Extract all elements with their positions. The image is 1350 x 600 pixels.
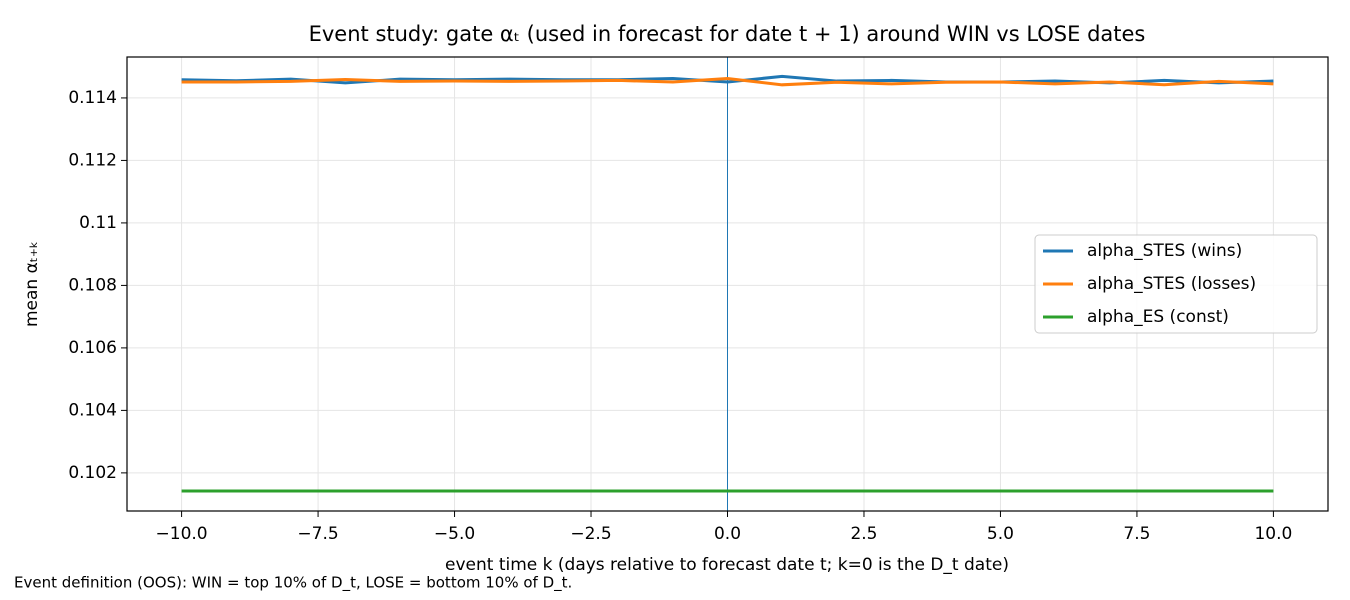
x-axis-label: event time k (days relative to forecast …	[445, 555, 1009, 575]
x-tick-label: 10.0	[1254, 524, 1292, 544]
y-tick-label: 0.112	[68, 150, 117, 170]
x-tick-label: 0.0	[714, 524, 741, 544]
y-tick-label: 0.104	[68, 400, 117, 420]
footnote: Event definition (OOS): WIN = top 10% of…	[14, 574, 572, 593]
legend: alpha_STES (wins) alpha_STES (losses) alph…	[1034, 234, 1318, 334]
y-tick-label: 0.106	[68, 338, 117, 358]
x-tick-label: −5.0	[434, 524, 475, 544]
chart-title: Event study: gate αₜ (used in forecast f…	[309, 22, 1146, 46]
y-tick-label: 0.102	[68, 463, 117, 483]
y-tick-label: 0.114	[68, 88, 117, 108]
x-tick-label: 2.5	[850, 524, 877, 544]
legend-box	[1034, 234, 1318, 334]
data-line	[181, 77, 1274, 87]
y-tick-label: 0.108	[68, 275, 117, 295]
x-tick-label: 7.5	[1123, 524, 1150, 544]
y-axis-label: mean αₜ₊ₖ	[22, 241, 42, 327]
y-tick-label: 0.11	[79, 213, 117, 233]
x-tick-label: 5.0	[987, 524, 1014, 544]
x-tick-label: −10.0	[156, 524, 208, 544]
x-tick-label: −7.5	[297, 524, 338, 544]
plot-frame	[126, 56, 1329, 512]
legend-label: alpha_STES (losses)	[1087, 274, 1256, 294]
x-tick-label: −2.5	[570, 524, 611, 544]
legend-label: alpha_STES (wins)	[1087, 241, 1242, 261]
legend-label: alpha_ES (const)	[1087, 307, 1229, 327]
